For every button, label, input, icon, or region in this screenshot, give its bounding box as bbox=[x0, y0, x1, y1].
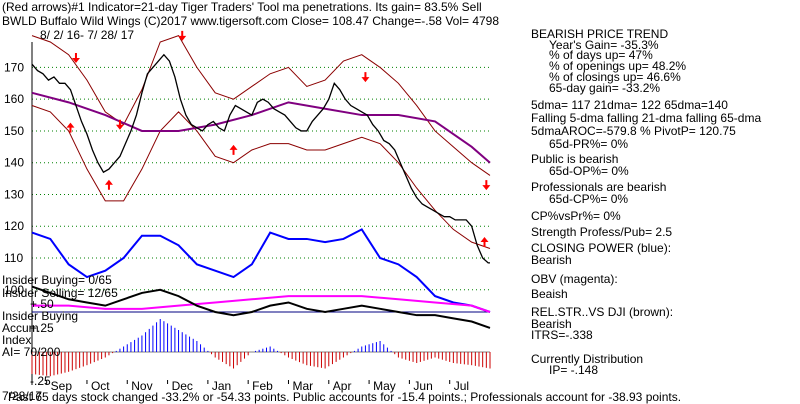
sidebar-aroc: 5dmaAROC=-579.8 % PivotP= 120.75 bbox=[531, 124, 736, 138]
x-tick-label: Mar bbox=[292, 379, 313, 393]
x-tick-label: Jan bbox=[212, 379, 231, 393]
sidebar-itrs: ITRS=-.338 bbox=[531, 328, 593, 342]
insider-selling-count: Insider Selling= 12/65 bbox=[2, 286, 118, 300]
obv-line bbox=[32, 295, 491, 313]
sidebar-dma: 5dma= 117 21dma= 122 65dma=140 bbox=[531, 98, 728, 112]
y-tick-label: 160 bbox=[4, 92, 24, 106]
sidebar-ip: IP= -.148 bbox=[549, 363, 599, 377]
red-arrow-up bbox=[229, 144, 238, 155]
date-range: 8/ 2/ 16- 7/ 28/ 17 bbox=[40, 28, 135, 42]
y-tick-label: 100 bbox=[4, 283, 24, 297]
insider-buying-count: Insider Buying= 0/65 bbox=[2, 273, 112, 287]
x-tick-label: Nov bbox=[131, 379, 152, 393]
y-tick-label: 170 bbox=[4, 60, 24, 74]
x-tick-label: Jul bbox=[454, 379, 469, 393]
price-line bbox=[31, 53, 490, 264]
sidebar-strength: Strength Profess/Pub= 2.5 bbox=[531, 225, 673, 239]
sidebar-public: Public is bearish bbox=[531, 152, 619, 166]
sidebar-distribution: Currently Distribution bbox=[531, 352, 644, 366]
y-tick-label: 140 bbox=[4, 156, 24, 170]
sidebar-65d-op: 65d-OP%= 0% bbox=[549, 164, 629, 178]
sidebar-65d-pr: 65d-PR%= 0% bbox=[549, 137, 629, 151]
band-lower bbox=[31, 105, 491, 249]
sidebar-closings-up: % of closings up= 46.6% bbox=[549, 70, 681, 84]
sidebar-falling: Falling 5-dma falling 21-dma falling 65-… bbox=[531, 111, 762, 125]
ai-label: AI= 70/200 bbox=[2, 345, 61, 359]
accum-minus25-label: -.25 bbox=[30, 374, 51, 388]
accum-plus50-label: +.50 bbox=[30, 297, 54, 311]
accum-index-panel bbox=[31, 319, 491, 377]
red-arrows bbox=[66, 30, 491, 247]
rel-str-line bbox=[31, 285, 491, 329]
red-arrow-down bbox=[482, 180, 491, 191]
footer-summary: Past 65 days stock changed -33.2% or -54… bbox=[8, 390, 682, 404]
sidebar-title: BEARISH PRICE TREND bbox=[531, 27, 669, 41]
sidebar-closing-power-value: Bearish bbox=[531, 253, 572, 267]
accum-plus25-label: +.25 bbox=[30, 321, 54, 335]
ma65-line bbox=[31, 91, 491, 164]
x-tick-label: Sep bbox=[51, 379, 73, 393]
axis-ticks: 170 160 150 140 130 120 110 100 Sep Oct Nov Dec Jan F… bbox=[4, 60, 469, 393]
y-tick-label: 120 bbox=[4, 219, 24, 233]
red-arrow-up bbox=[480, 236, 489, 247]
x-tick-label: Apr bbox=[333, 379, 352, 393]
sidebar-obv-value: Beaish bbox=[531, 287, 568, 301]
sidebar-rel-str-value: Bearish bbox=[531, 317, 572, 331]
red-arrow-up bbox=[66, 122, 75, 133]
sidebar-cpvspr: CP%vsPr%= 0% bbox=[531, 209, 621, 223]
x-tick-label: Oct bbox=[91, 379, 110, 393]
y-tick-label: 130 bbox=[4, 187, 24, 201]
sidebar-obv: OBV (magenta): bbox=[531, 272, 618, 286]
sidebar-rel-str: REL.STR..VS DJI (brown): bbox=[531, 305, 674, 319]
x-tick-label: Feb bbox=[252, 379, 273, 393]
index-label: Index bbox=[2, 333, 32, 347]
sidebar-year-gain: Year's Gain= -35.3% bbox=[549, 38, 659, 52]
sidebar-65d-cp: 65d-CP%= 0% bbox=[549, 192, 629, 206]
red-arrow-down bbox=[178, 30, 187, 41]
x-tick-label: Jun bbox=[413, 379, 432, 393]
x-tick-label: May bbox=[373, 379, 396, 393]
x-tick-label: Dec bbox=[172, 379, 193, 393]
accum-label: Accum bbox=[2, 321, 39, 335]
closing-power-line bbox=[31, 228, 491, 313]
bands-group bbox=[31, 35, 491, 249]
band-upper bbox=[31, 35, 491, 176]
sidebar-days-up: % of days up= 47% bbox=[549, 48, 653, 62]
insider-buying-label: Insider Buying bbox=[2, 309, 79, 323]
y-tick-label: 150 bbox=[4, 124, 24, 138]
sidebar-closing-power: CLOSING POWER (blue): bbox=[531, 241, 672, 255]
header-line-2: BWLD Buffalo Wild Wings (C)2017 www.tige… bbox=[2, 14, 500, 28]
y-tick-label: 110 bbox=[4, 251, 23, 265]
series-group bbox=[31, 53, 491, 329]
header-line-1: (Red arrows)#1 Indicator=21-day Tiger Tr… bbox=[2, 0, 482, 14]
red-arrow-down bbox=[361, 72, 370, 83]
red-arrow-up bbox=[104, 179, 113, 190]
sidebar-65day-gain: 65-day gain= -33.2% bbox=[549, 81, 661, 95]
red-arrow-down bbox=[115, 119, 124, 130]
red-arrow-down bbox=[71, 53, 80, 64]
price-grid bbox=[31, 42, 490, 385]
sidebar-openings-up: % of openings up= 48.2% bbox=[549, 59, 687, 73]
sidebar-professionals: Professionals are bearish bbox=[531, 180, 667, 194]
current-date-label: 7/28/17 bbox=[2, 389, 43, 403]
